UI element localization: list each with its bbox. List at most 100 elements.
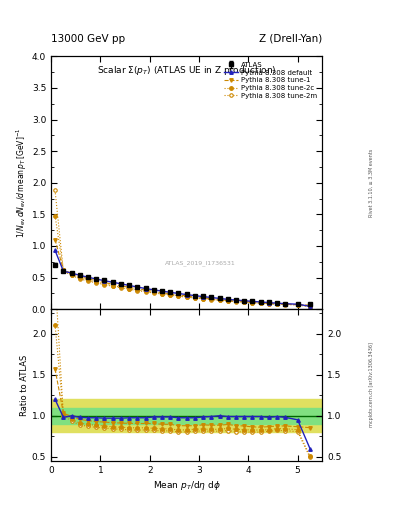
Pythia 8.308 tune-2m bbox=[267, 301, 272, 307]
Pythia 8.308 tune-2c bbox=[283, 302, 288, 308]
Pythia 8.308 tune-2m bbox=[53, 187, 57, 194]
Y-axis label: $1/N_{\rm ev}\,dN_{\rm ev}/d\,{\rm mean}\,p_T\,[{\rm GeV}]^{-1}$: $1/N_{\rm ev}\,dN_{\rm ev}/d\,{\rm mean}… bbox=[15, 127, 29, 238]
Pythia 8.308 default bbox=[258, 299, 263, 305]
Pythia 8.308 tune-2m bbox=[119, 285, 123, 291]
Pythia 8.308 default bbox=[94, 276, 99, 282]
Pythia 8.308 default bbox=[267, 300, 272, 306]
Pythia 8.308 tune-1 bbox=[70, 270, 74, 276]
Pythia 8.308 default bbox=[176, 290, 181, 296]
Pythia 8.308 tune-2m bbox=[225, 298, 230, 304]
Line: Pythia 8.308 tune-2m: Pythia 8.308 tune-2m bbox=[53, 188, 312, 309]
Pythia 8.308 tune-1 bbox=[193, 294, 197, 300]
Pythia 8.308 tune-2c bbox=[70, 271, 74, 278]
Pythia 8.308 tune-1 bbox=[258, 300, 263, 306]
Pythia 8.308 tune-2c bbox=[225, 298, 230, 304]
Pythia 8.308 tune-2c bbox=[184, 294, 189, 300]
Pythia 8.308 tune-2m bbox=[102, 282, 107, 288]
Pythia 8.308 tune-2m bbox=[217, 297, 222, 304]
Line: Pythia 8.308 tune-2c: Pythia 8.308 tune-2c bbox=[53, 214, 312, 308]
Pythia 8.308 tune-2c bbox=[102, 281, 107, 287]
Pythia 8.308 default bbox=[61, 268, 66, 274]
Pythia 8.308 tune-2m bbox=[200, 296, 205, 302]
Pythia 8.308 default bbox=[193, 292, 197, 298]
Pythia 8.308 tune-2m bbox=[110, 283, 115, 289]
Pythia 8.308 default bbox=[209, 294, 214, 301]
Pythia 8.308 default bbox=[160, 288, 164, 294]
Pythia 8.308 default bbox=[233, 297, 238, 303]
Pythia 8.308 tune-1 bbox=[295, 302, 300, 308]
X-axis label: Mean $p_T$/d$\eta$ d$\phi$: Mean $p_T$/d$\eta$ d$\phi$ bbox=[153, 479, 220, 492]
Pythia 8.308 tune-2c bbox=[308, 304, 312, 310]
Pythia 8.308 tune-1 bbox=[267, 301, 272, 307]
Pythia 8.308 tune-2m bbox=[86, 278, 90, 284]
Pythia 8.308 tune-2c bbox=[119, 284, 123, 290]
Pythia 8.308 tune-1 bbox=[275, 301, 279, 307]
Pythia 8.308 tune-2m bbox=[135, 288, 140, 294]
Pythia 8.308 tune-2c bbox=[233, 298, 238, 305]
Text: Rivet 3.1.10, ≥ 3.3M events: Rivet 3.1.10, ≥ 3.3M events bbox=[369, 148, 374, 217]
Pythia 8.308 tune-2m bbox=[242, 299, 247, 305]
Pythia 8.308 tune-2c bbox=[200, 295, 205, 302]
Pythia 8.308 tune-2c bbox=[217, 297, 222, 303]
Pythia 8.308 tune-2c bbox=[61, 267, 66, 273]
Pythia 8.308 default bbox=[110, 279, 115, 285]
Pythia 8.308 tune-2m bbox=[258, 300, 263, 306]
Pythia 8.308 tune-1 bbox=[242, 298, 247, 305]
Pythia 8.308 tune-2c bbox=[193, 295, 197, 301]
Pythia 8.308 tune-1 bbox=[151, 288, 156, 294]
Pythia 8.308 tune-2m bbox=[176, 293, 181, 300]
Pythia 8.308 tune-2m bbox=[61, 268, 66, 274]
Pythia 8.308 tune-1 bbox=[143, 287, 148, 293]
Pythia 8.308 tune-2m bbox=[151, 290, 156, 296]
Pythia 8.308 tune-2c bbox=[295, 302, 300, 308]
Pythia 8.308 default bbox=[135, 284, 140, 290]
Pythia 8.308 default bbox=[242, 297, 247, 304]
Pythia 8.308 default bbox=[184, 291, 189, 297]
Pythia 8.308 tune-2m bbox=[160, 291, 164, 297]
Pythia 8.308 tune-2m bbox=[193, 295, 197, 301]
Pythia 8.308 default bbox=[127, 282, 131, 288]
Pythia 8.308 tune-1 bbox=[53, 237, 57, 243]
Pythia 8.308 default bbox=[250, 298, 255, 305]
Pythia 8.308 tune-1 bbox=[184, 293, 189, 299]
Pythia 8.308 tune-1 bbox=[308, 302, 312, 308]
Pythia 8.308 tune-1 bbox=[119, 283, 123, 289]
Pythia 8.308 tune-2m bbox=[70, 272, 74, 279]
Pythia 8.308 tune-1 bbox=[217, 296, 222, 303]
Pythia 8.308 tune-2c bbox=[127, 286, 131, 292]
Pythia 8.308 tune-2c bbox=[86, 277, 90, 283]
Pythia 8.308 tune-2c bbox=[110, 283, 115, 289]
Pythia 8.308 tune-2m bbox=[275, 301, 279, 307]
Pythia 8.308 default bbox=[77, 272, 82, 279]
Pythia 8.308 tune-2c bbox=[250, 300, 255, 306]
Pythia 8.308 tune-2m bbox=[250, 300, 255, 306]
Pythia 8.308 tune-2c bbox=[160, 291, 164, 297]
Pythia 8.308 tune-2c bbox=[176, 293, 181, 299]
Pythia 8.308 default bbox=[151, 287, 156, 293]
Pythia 8.308 tune-2c bbox=[258, 300, 263, 306]
Pythia 8.308 tune-1 bbox=[102, 280, 107, 286]
Pythia 8.308 tune-2m bbox=[77, 275, 82, 282]
Pythia 8.308 default bbox=[86, 274, 90, 280]
Text: ATLAS_2019_I1736531: ATLAS_2019_I1736531 bbox=[165, 261, 236, 266]
Pythia 8.308 tune-1 bbox=[61, 267, 66, 273]
Pythia 8.308 tune-1 bbox=[110, 281, 115, 287]
Text: Scalar $\Sigma(p_T)$ (ATLAS UE in Z production): Scalar $\Sigma(p_T)$ (ATLAS UE in Z prod… bbox=[97, 64, 276, 77]
Pythia 8.308 tune-1 bbox=[94, 278, 99, 284]
Pythia 8.308 tune-2m bbox=[233, 298, 238, 305]
Pythia 8.308 tune-1 bbox=[209, 296, 214, 302]
Pythia 8.308 tune-2m bbox=[283, 302, 288, 308]
Pythia 8.308 tune-2m bbox=[308, 304, 312, 310]
Y-axis label: Ratio to ATLAS: Ratio to ATLAS bbox=[20, 354, 29, 416]
Pythia 8.308 default bbox=[225, 296, 230, 303]
Pythia 8.308 tune-1 bbox=[225, 297, 230, 304]
Pythia 8.308 default bbox=[283, 301, 288, 307]
Pythia 8.308 tune-2c bbox=[94, 279, 99, 285]
Pythia 8.308 tune-1 bbox=[160, 290, 164, 296]
Pythia 8.308 tune-2c bbox=[151, 289, 156, 295]
Pythia 8.308 tune-2m bbox=[94, 280, 99, 286]
Pythia 8.308 default bbox=[308, 303, 312, 309]
Pythia 8.308 tune-1 bbox=[283, 301, 288, 307]
Pythia 8.308 tune-2c bbox=[242, 299, 247, 305]
Text: mcplots.cern.ch [arXiv:1306.3436]: mcplots.cern.ch [arXiv:1306.3436] bbox=[369, 343, 374, 428]
